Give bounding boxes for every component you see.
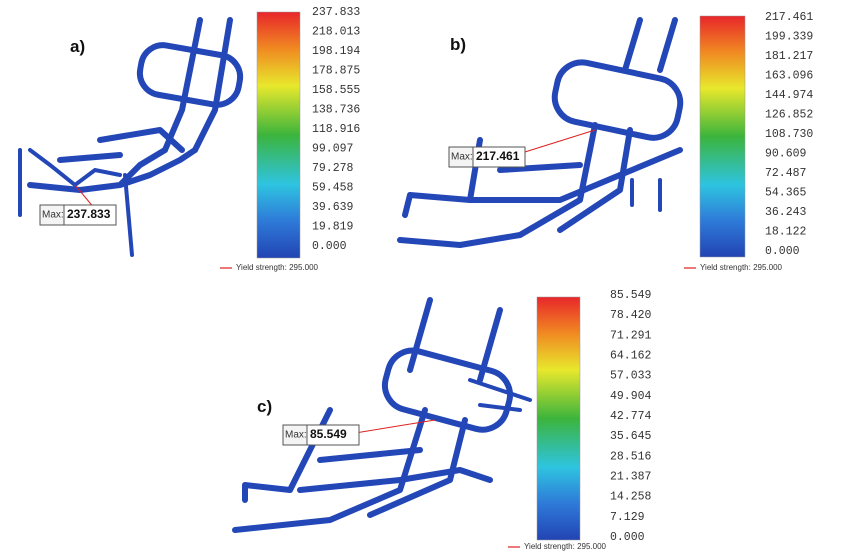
max-prefix: Max: [42, 210, 64, 221]
colorbar-tick-label: 79.278 [312, 162, 354, 175]
colorbar [256, 11, 301, 259]
colorbar-tick-label: 14.258 [610, 491, 652, 504]
colorbar-tick-label: 57.033 [610, 370, 652, 383]
colorbar-tick-label: 7.129 [610, 511, 645, 524]
yield-strength: Yield strength: 295.000 [236, 263, 319, 272]
colorbar-tick-label: 42.774 [610, 410, 652, 423]
colorbar [699, 15, 746, 258]
colorbar-tick-label: 21.387 [610, 471, 651, 484]
colorbar-tick-label: 49.904 [610, 390, 652, 403]
panel-label: c) [257, 397, 272, 416]
colorbar [536, 296, 581, 541]
colorbar-tick-label: 90.609 [765, 148, 807, 161]
colorbar-tick-label: 138.736 [312, 104, 360, 117]
colorbar-tick-label: 39.639 [312, 201, 354, 214]
colorbar-tick-label: 99.097 [312, 143, 353, 156]
colorbar-tick-label: 64.162 [610, 350, 652, 363]
panel-label: b) [450, 35, 466, 54]
max-value: 237.833 [67, 207, 111, 221]
colorbar-tick-label: 0.000 [765, 245, 800, 258]
frame-c [232, 297, 532, 533]
colorbar-tick-label: 19.819 [312, 221, 354, 234]
colorbar-tick-label: 181.217 [765, 50, 813, 63]
max-box [63, 204, 117, 226]
colorbar-tick-label: 0.000 [610, 531, 645, 544]
max-value: 85.549 [310, 427, 347, 441]
colorbar-tick-label: 35.645 [610, 430, 652, 443]
colorbar-tick-label: 178.875 [312, 65, 360, 78]
colorbar-tick-label: 59.458 [312, 182, 354, 195]
colorbar-tick-label: 108.730 [765, 128, 813, 141]
colorbar-tick-label: 18.122 [765, 226, 807, 239]
yield-strength: Yield strength: 295.000 [700, 263, 783, 272]
colorbar-tick-label: 28.516 [610, 450, 652, 463]
frame-b [397, 17, 684, 248]
colorbar-tick-label: 72.487 [765, 167, 806, 180]
colorbar-tick-label: 85.549 [610, 289, 652, 302]
max-box [472, 146, 526, 168]
max-prefix: Max: [451, 152, 473, 163]
colorbar-tick-label: 218.013 [312, 26, 360, 39]
colorbar-tick-label: 158.555 [312, 84, 360, 97]
colorbar-tick-label: 78.420 [610, 309, 652, 322]
max-prefix: Max: [285, 430, 307, 441]
colorbar-tick-label: 144.974 [765, 89, 813, 102]
colorbar-tick-label: 54.365 [765, 187, 807, 200]
frame-a [18, 17, 244, 257]
max-box [306, 424, 360, 446]
colorbar-tick-label: 71.291 [610, 329, 652, 342]
colorbar-tick-label: 237.833 [312, 6, 360, 19]
colorbar-tick-label: 118.916 [312, 123, 360, 136]
colorbar-tick-label: 217.461 [765, 11, 813, 24]
colorbar-tick-label: 163.096 [765, 70, 813, 83]
colorbar-tick-label: 0.000 [312, 240, 347, 253]
yield-strength: Yield strength: 295.000 [524, 542, 607, 551]
colorbar-tick-label: 198.194 [312, 45, 360, 58]
colorbar-tick-label: 36.243 [765, 206, 807, 219]
colorbar-tick-label: 126.852 [765, 109, 813, 122]
max-value: 217.461 [476, 149, 520, 163]
panel-label: a) [70, 37, 85, 56]
colorbar-tick-label: 199.339 [765, 31, 813, 44]
